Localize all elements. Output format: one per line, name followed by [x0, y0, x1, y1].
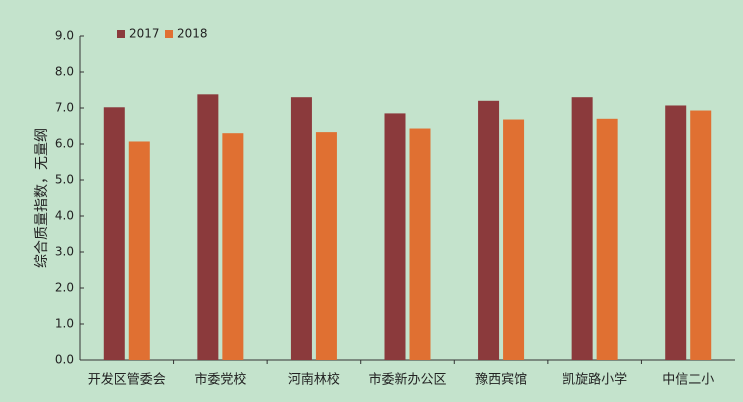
bar [222, 133, 244, 360]
bar [409, 128, 431, 360]
bar [103, 107, 125, 360]
legend-label: 2017 [129, 27, 160, 41]
y-tick-label: 8.0 [55, 65, 74, 79]
legend-label: 2018 [177, 27, 208, 41]
legend-swatch [117, 30, 125, 38]
x-tick-label: 河南林校 [288, 372, 340, 388]
y-tick-label: 0.0 [55, 353, 74, 367]
y-tick-label: 2.0 [55, 281, 74, 295]
y-tick-label: 6.0 [55, 137, 74, 151]
x-tick-label: 市委党校 [194, 372, 246, 388]
x-tick-label: 凯旋路小学 [562, 372, 627, 388]
bar [571, 97, 593, 360]
y-tick-label: 7.0 [55, 101, 74, 115]
bar [665, 105, 687, 360]
bar [197, 94, 219, 360]
y-axis-label: 综合质量指数，无量纲 [34, 128, 50, 268]
y-tick-label: 3.0 [55, 245, 74, 259]
x-tick-label: 开发区管委会 [88, 372, 166, 388]
bar [315, 132, 337, 360]
x-tick-label: 豫西宾馆 [475, 372, 527, 388]
y-tick-label: 5.0 [55, 173, 74, 187]
bar [596, 118, 618, 360]
bar [128, 141, 150, 360]
bar [384, 113, 406, 361]
bar [290, 97, 312, 360]
y-tick-label: 1.0 [55, 317, 74, 331]
bar [478, 100, 500, 361]
x-tick-label: 市委新办公区 [368, 372, 446, 388]
legend-swatch [165, 30, 173, 38]
bar [503, 119, 525, 361]
x-tick-label: 中信二小 [662, 373, 714, 388]
bar [690, 110, 712, 361]
y-tick-label: 4.0 [55, 209, 74, 223]
y-tick-label: 9.0 [55, 29, 74, 43]
